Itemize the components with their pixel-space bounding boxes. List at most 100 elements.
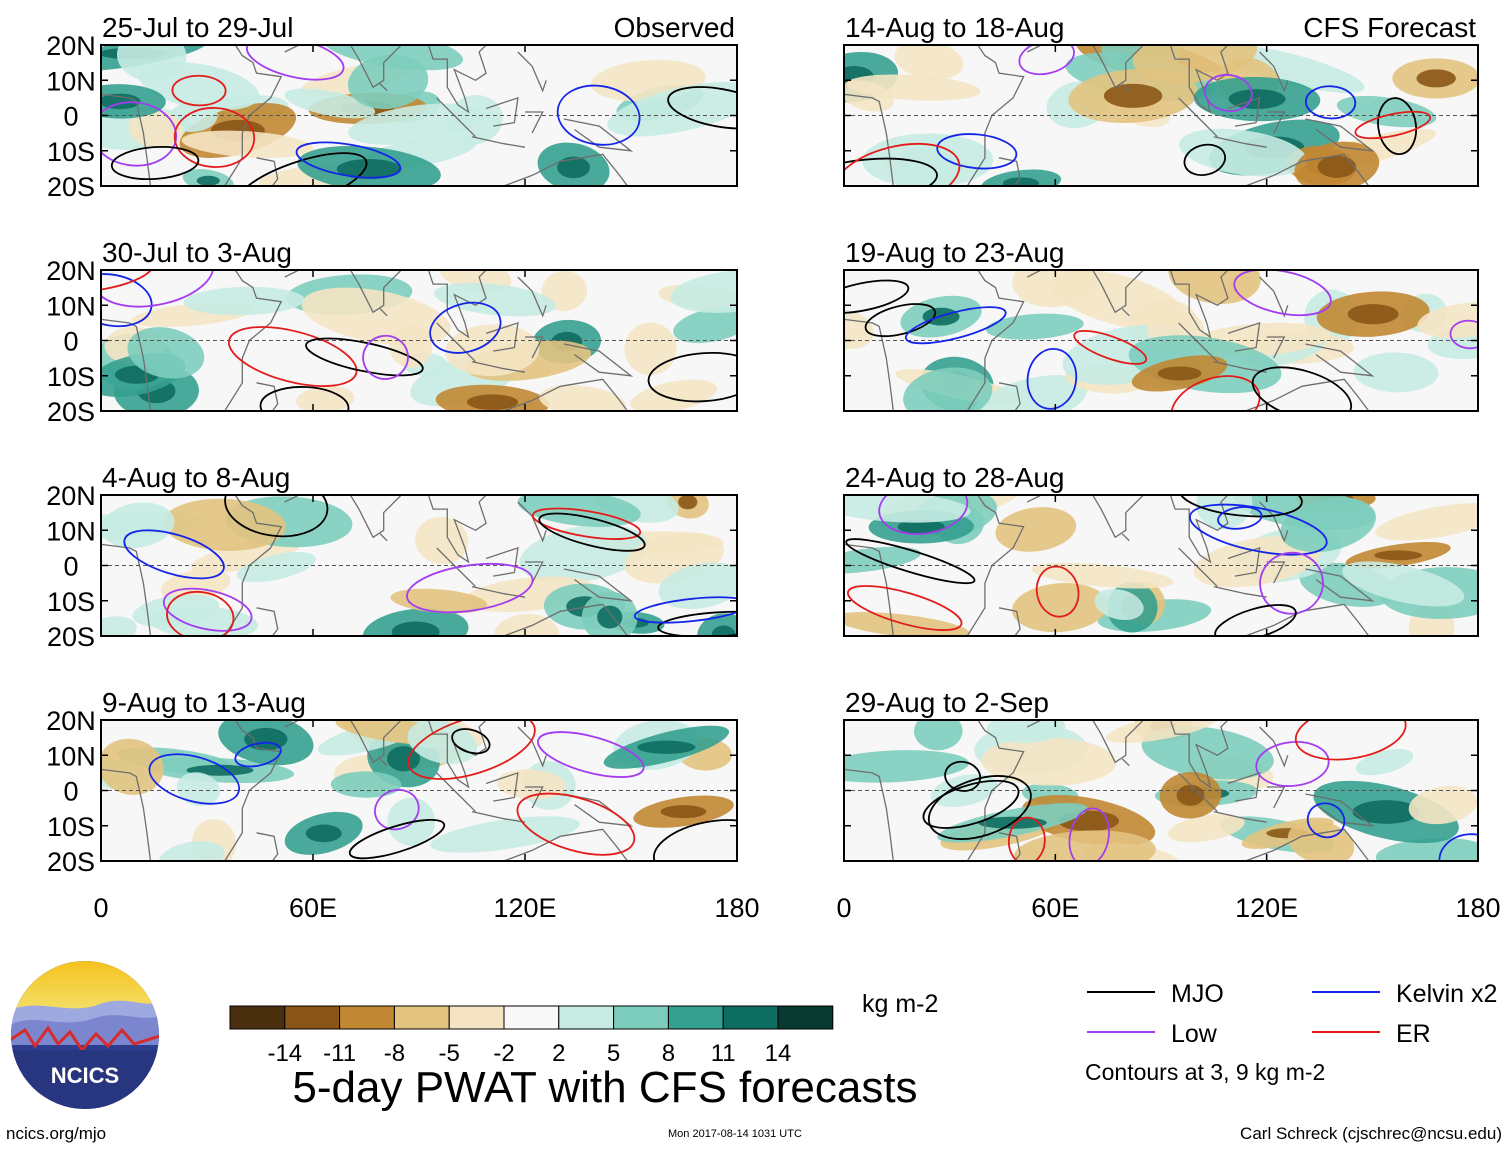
anomaly-core xyxy=(1002,177,1040,186)
panel-1: 20N 10N 0 10S 20S 25-Jul to 29-Jul Observed xyxy=(46,12,738,202)
anomaly-blob xyxy=(284,88,376,119)
contour-kelvin-x2 xyxy=(556,84,641,146)
contour-kelvin-x2 xyxy=(1306,802,1346,839)
anomaly-core xyxy=(1416,69,1456,88)
colorbar-level-label: -11 xyxy=(323,1040,356,1067)
contour-er xyxy=(227,326,358,387)
anomaly-blob xyxy=(670,270,737,313)
contour-er xyxy=(171,74,227,107)
y-tick-label: 10S xyxy=(47,137,95,167)
anomaly-blob xyxy=(539,385,626,411)
anomaly-blob xyxy=(181,130,314,158)
coastline xyxy=(563,793,634,827)
y-tick-label: 10N xyxy=(46,291,96,321)
wave-contours xyxy=(922,720,1478,861)
contour-mjo xyxy=(652,819,737,861)
contour-er xyxy=(173,107,256,168)
coastline xyxy=(1026,45,1043,53)
coastlines xyxy=(101,495,634,636)
x-tick-label: 120E xyxy=(493,893,556,923)
coastline xyxy=(1121,83,1130,92)
y-tick-label: 20N xyxy=(46,256,96,286)
coastline xyxy=(1266,786,1286,809)
contour-mjo xyxy=(657,610,737,636)
x-tick-label: 180 xyxy=(714,893,759,923)
anomaly-core xyxy=(1374,550,1423,561)
anomaly-blob xyxy=(496,769,566,800)
coastline xyxy=(1121,308,1130,317)
coastline xyxy=(1227,546,1261,577)
anomaly-blob xyxy=(1355,748,1414,776)
anomaly-blob xyxy=(986,720,1066,744)
anomaly-core xyxy=(196,175,220,186)
colorbar-level-label: 5 xyxy=(607,1040,620,1067)
contour-mjo xyxy=(927,775,1032,840)
coastline xyxy=(427,45,488,114)
anomaly-blob xyxy=(913,720,963,751)
ncics-logo-text: NCICS xyxy=(51,1063,119,1088)
anomaly-blob xyxy=(430,816,580,853)
anomaly-blob xyxy=(415,517,469,565)
colorbar-level-label: 8 xyxy=(662,1040,675,1067)
anomaly-core xyxy=(391,621,440,636)
anomaly-blob xyxy=(330,771,402,798)
wave-contours xyxy=(101,270,737,411)
panel-period-title: 19-Aug to 23-Aug xyxy=(845,237,1065,268)
coastline xyxy=(471,136,526,148)
coastline xyxy=(471,810,526,823)
anomaly-blob xyxy=(162,498,286,551)
contour-mjo xyxy=(1178,495,1303,518)
contour-low xyxy=(1259,551,1324,615)
legend-label-low: Low xyxy=(1171,1020,1218,1048)
anomaly-blob xyxy=(1336,95,1437,128)
y-tick-label: 10N xyxy=(46,516,96,546)
wave-contours xyxy=(844,45,1431,186)
anomaly-blob xyxy=(1342,561,1465,607)
contour-mjo xyxy=(305,337,424,377)
timestamp: Mon 2017-08-14 1031 UTC xyxy=(668,1128,802,1140)
anomaly-core xyxy=(336,159,402,180)
colorbar-level-label: 11 xyxy=(711,1040,736,1067)
contour-kelvin-x2 xyxy=(1304,85,1357,120)
coastline xyxy=(284,495,301,503)
website-link[interactable]: ncics.org/mjo xyxy=(6,1124,107,1143)
y-tick-label: 20S xyxy=(47,397,95,427)
colorbar-units: kg m-2 xyxy=(862,990,938,1018)
coastlines xyxy=(101,45,634,186)
coastline xyxy=(1244,378,1370,411)
coastline xyxy=(563,118,634,152)
y-tick-label: 20N xyxy=(46,481,96,511)
coastline xyxy=(1227,96,1261,127)
anomaly-blob xyxy=(844,546,921,574)
anomaly-core xyxy=(660,805,707,819)
coastline xyxy=(1091,495,1145,539)
coastline xyxy=(525,336,544,359)
pwat-anomaly-field xyxy=(101,270,737,411)
anomaly-blob xyxy=(1287,820,1355,861)
anomaly-core xyxy=(1352,800,1420,824)
coastline xyxy=(256,607,279,636)
contour-er xyxy=(1007,816,1046,861)
colorbar-level-label: -2 xyxy=(493,1040,514,1067)
anomaly-blob xyxy=(1012,270,1098,308)
anomaly-blob xyxy=(183,286,305,316)
wave-contours xyxy=(123,495,737,636)
coastline xyxy=(1244,603,1370,636)
anomaly-core xyxy=(186,764,254,776)
coastline xyxy=(1169,495,1229,564)
y-tick-label: 20N xyxy=(46,31,96,61)
anomaly-blob xyxy=(433,282,556,317)
coastline xyxy=(1169,45,1229,114)
contour-kelvin-x2 xyxy=(234,741,282,768)
coastline xyxy=(844,270,1025,411)
anomaly-core xyxy=(1103,83,1163,108)
panel-period-title: 25-Jul to 29-Jul xyxy=(102,12,293,43)
contour-er xyxy=(1354,110,1431,140)
anomaly-blob xyxy=(844,612,970,636)
anomaly-blob xyxy=(407,720,478,765)
contour-low xyxy=(878,495,969,535)
legend-label-kelvin-x2: Kelvin x2 xyxy=(1396,980,1497,1008)
pwat-anomaly-field xyxy=(101,720,734,861)
anomaly-blob xyxy=(322,45,464,71)
coastline xyxy=(1026,495,1043,503)
